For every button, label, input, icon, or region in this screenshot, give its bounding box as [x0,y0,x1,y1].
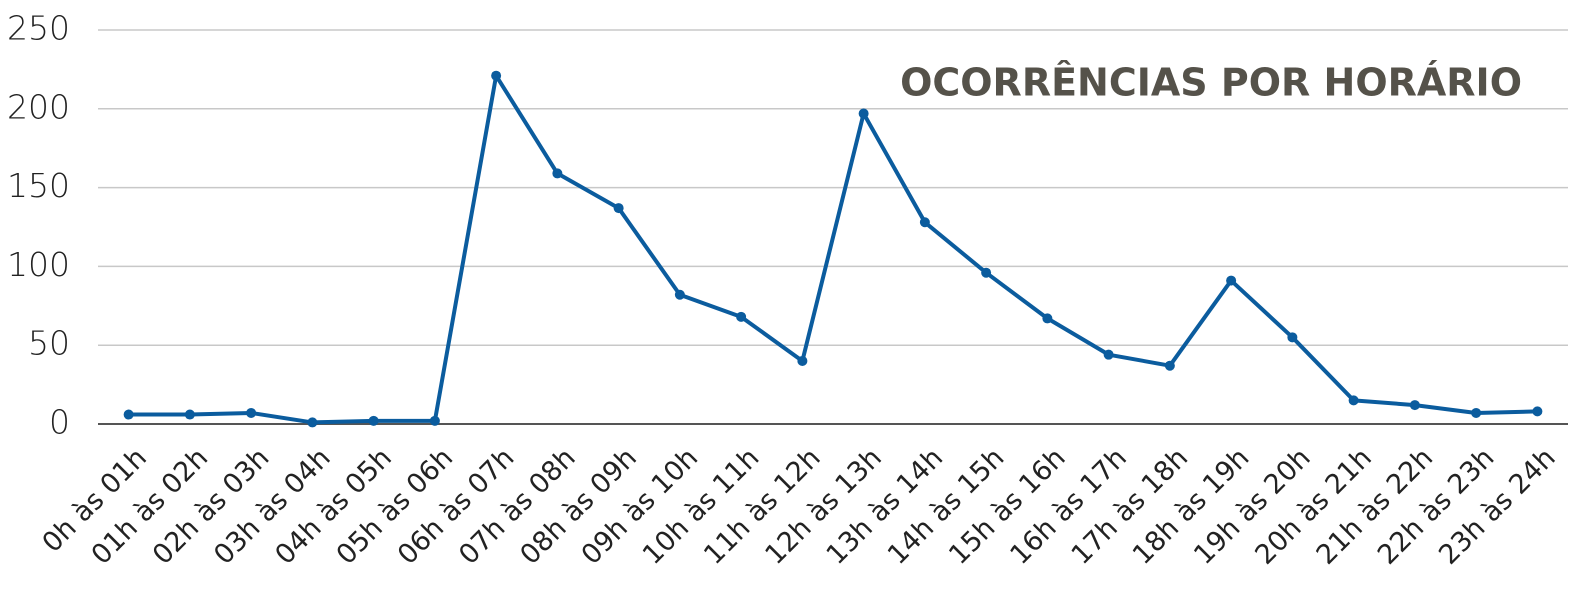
chart-title: OCORRÊNCIAS POR HORÁRIO [900,61,1522,105]
point [491,70,502,81]
point [123,409,134,420]
y-tick-label: 0 [49,403,70,442]
point [368,415,379,426]
point [184,409,195,420]
y-tick-label: 200 [7,87,70,126]
y-tick-label: 50 [28,324,70,363]
point [1471,407,1482,418]
y-tick-label: 150 [7,166,70,205]
point [552,168,563,179]
line [128,73,1538,425]
point [797,355,808,366]
point [736,311,747,322]
point [674,289,685,300]
point [858,108,869,119]
point [919,217,930,228]
point [1226,275,1237,286]
y-tick-label: 100 [7,245,70,284]
point [981,267,992,278]
point [1532,406,1543,417]
point [429,415,440,426]
point [1348,395,1359,406]
point [1042,313,1053,324]
y-tick-label: 250 [7,9,70,48]
point [246,407,257,418]
point [1103,349,1114,360]
point [1164,360,1175,371]
point [307,417,318,428]
point [613,203,624,214]
point [1409,400,1420,411]
point [1287,332,1298,343]
